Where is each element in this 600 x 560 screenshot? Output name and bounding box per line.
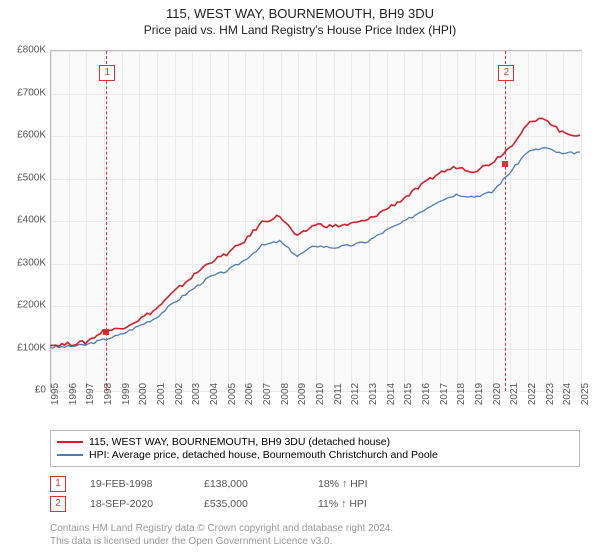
sale-row: 1 19-FEB-1998 £138,000 18% ↑ HPI [50, 476, 580, 492]
y-axis-tick: £100K [17, 342, 46, 353]
x-axis-tick: 2007 [262, 383, 273, 405]
legend-label: 115, WEST WAY, BOURNEMOUTH, BH9 3DU (det… [89, 436, 390, 448]
x-axis-tick: 2018 [456, 383, 467, 405]
y-axis-tick: £800K [17, 45, 46, 56]
x-axis-tick: 1999 [121, 383, 132, 405]
y-axis-tick: £300K [17, 257, 46, 268]
x-axis-tick: 2011 [333, 383, 344, 405]
legend: 115, WEST WAY, BOURNEMOUTH, BH9 3DU (det… [50, 430, 580, 467]
x-axis-tick: 2017 [439, 383, 450, 405]
x-axis-tick: 2004 [209, 383, 220, 405]
x-axis-tick: 2016 [421, 383, 432, 405]
footer-attribution: Contains HM Land Registry data © Crown c… [50, 522, 580, 548]
sale-row: 2 18-SEP-2020 £535,000 11% ↑ HPI [50, 496, 580, 512]
price-chart: 12 £0£100K£200K£300K£400K£500K£600K£700K… [50, 50, 580, 390]
x-axis-tick: 1996 [68, 383, 79, 405]
sale-delta: 11% ↑ HPI [318, 498, 408, 510]
y-axis-tick: £700K [17, 87, 46, 98]
x-axis-tick: 2013 [368, 383, 379, 405]
footer-line-2: This data is licensed under the Open Gov… [50, 535, 580, 548]
y-axis-tick: £500K [17, 172, 46, 183]
x-axis-tick: 2005 [227, 383, 238, 405]
sale-date: 19-FEB-1998 [90, 478, 180, 490]
x-axis-tick: 2014 [386, 383, 397, 405]
x-axis-tick: 2006 [244, 383, 255, 405]
x-axis-tick: 2022 [527, 383, 538, 405]
x-axis-tick: 2010 [315, 383, 326, 405]
x-axis-tick: 2002 [174, 383, 185, 405]
legend-swatch [57, 454, 83, 456]
sale-row-badge: 2 [50, 496, 66, 512]
x-axis-tick: 2015 [403, 383, 414, 405]
sales-table: 1 19-FEB-1998 £138,000 18% ↑ HPI 2 18-SEP-202… [50, 472, 580, 516]
price_paid-line [50, 118, 580, 346]
y-axis-tick: £600K [17, 130, 46, 141]
x-axis-tick: 2008 [280, 383, 291, 405]
sale-price: £138,000 [204, 478, 294, 490]
x-axis-tick: 2009 [297, 383, 308, 405]
x-axis-tick: 1995 [50, 383, 61, 405]
sale-row-badge: 1 [50, 476, 66, 492]
y-axis-tick: £0 [35, 385, 46, 396]
legend-item: HPI: Average price, detached house, Bour… [57, 449, 573, 461]
x-axis-tick: 2001 [156, 383, 167, 405]
sale-date: 18-SEP-2020 [90, 498, 180, 510]
legend-item: 115, WEST WAY, BOURNEMOUTH, BH9 3DU (det… [57, 436, 573, 448]
x-axis-tick: 2012 [350, 383, 361, 405]
footer-line-1: Contains HM Land Registry data © Crown c… [50, 522, 580, 535]
sale-price: £535,000 [204, 498, 294, 510]
page-subtitle: Price paid vs. HM Land Registry's House … [0, 23, 600, 37]
hpi-line [50, 148, 580, 348]
page-title: 115, WEST WAY, BOURNEMOUTH, BH9 3DU [0, 6, 600, 21]
x-axis-tick: 2019 [474, 383, 485, 405]
x-axis-tick: 2000 [138, 383, 149, 405]
x-axis-tick: 2020 [492, 383, 503, 405]
x-axis-tick: 1998 [103, 383, 114, 405]
x-axis-tick: 1997 [85, 383, 96, 405]
x-axis-tick: 2023 [545, 383, 556, 405]
y-axis-tick: £400K [17, 215, 46, 226]
x-axis-tick: 2021 [509, 383, 520, 405]
x-axis-tick: 2025 [580, 383, 591, 405]
y-axis-tick: £200K [17, 300, 46, 311]
x-axis-tick: 2003 [191, 383, 202, 405]
legend-label: HPI: Average price, detached house, Bour… [89, 449, 438, 461]
x-axis-tick: 2024 [562, 383, 573, 405]
legend-swatch [57, 441, 83, 443]
sale-delta: 18% ↑ HPI [318, 478, 408, 490]
